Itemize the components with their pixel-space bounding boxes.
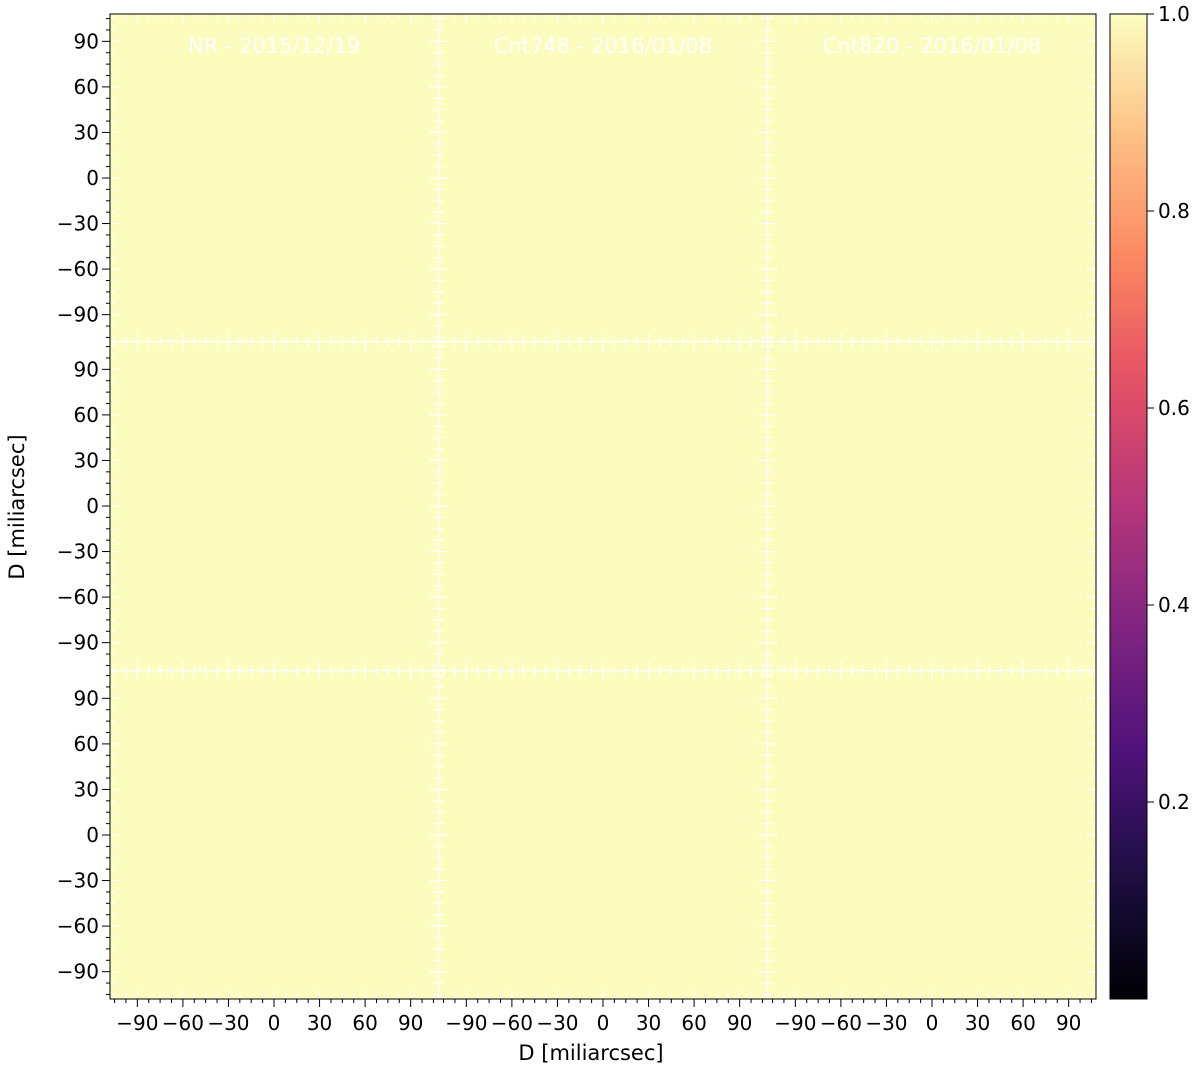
y-tick-label: 60 bbox=[74, 732, 99, 756]
y-tick-label: −60 bbox=[57, 257, 99, 281]
y-axis-label: D [miliarcsec] bbox=[5, 434, 29, 579]
x-tick-label: 0 bbox=[597, 1011, 610, 1035]
colorbar-tick-label: 1.0 bbox=[1158, 2, 1190, 26]
y-tick-label: 60 bbox=[74, 403, 99, 427]
x-tick-label: −90 bbox=[774, 1011, 816, 1035]
heatmap-panel bbox=[768, 342, 1096, 670]
x-tick-label: −90 bbox=[445, 1011, 487, 1035]
x-tick-label: 30 bbox=[307, 1011, 332, 1035]
x-axis: −90 −60 −30 0 30 60 90 bbox=[443, 999, 763, 1035]
x-tick-label: 60 bbox=[681, 1011, 706, 1035]
y-tick-label: −30 bbox=[57, 540, 99, 564]
colorbar-tick-label: 0.4 bbox=[1158, 593, 1190, 617]
y-tick-label: 60 bbox=[74, 75, 99, 99]
x-tick-label: 90 bbox=[398, 1011, 423, 1035]
y-axes: −90 −60 −30 0 30 60 90 −90 −60 −30 0 30 60 90 −90 −60 −3… bbox=[57, 18, 110, 995]
y-tick-label: −60 bbox=[57, 914, 99, 938]
heatmap-panel bbox=[768, 14, 1096, 342]
y-axis: −90 −60 −30 0 30 60 90 bbox=[57, 346, 110, 666]
y-axis: −90 −60 −30 0 30 60 90 bbox=[57, 18, 110, 338]
gaussian-component bbox=[552, 460, 645, 552]
gaussian-component bbox=[223, 117, 346, 239]
colorbar-tick-label: 0.2 bbox=[1158, 790, 1190, 814]
gaussian-component bbox=[543, 117, 666, 239]
y-tick-label: −90 bbox=[57, 303, 99, 327]
x-tick-label: 30 bbox=[636, 1011, 661, 1035]
y-tick-label: 30 bbox=[74, 448, 99, 472]
heatmap-panel bbox=[768, 671, 1096, 999]
heatmap-panel bbox=[439, 14, 767, 342]
x-tick-label: −60 bbox=[820, 1011, 862, 1035]
y-tick-label: 90 bbox=[74, 29, 99, 53]
heatmap-panel bbox=[110, 14, 438, 342]
column-title: NR - 2015/12/19 bbox=[188, 34, 360, 58]
x-tick-label: 0 bbox=[268, 1011, 281, 1035]
x-tick-label: −30 bbox=[536, 1011, 578, 1035]
column-titles: NR - 2015/12/19 Cnt748 - 2016/01/08 Cnt820… bbox=[188, 34, 1041, 58]
x-axis: −90 −60 −30 0 30 60 90 bbox=[772, 999, 1092, 1035]
heatmap-panel bbox=[110, 342, 438, 670]
column-title: Cnt820 - 2016/01/08 bbox=[823, 34, 1041, 58]
panel-grid bbox=[109, 13, 1097, 1000]
column-title: Cnt748 - 2016/01/08 bbox=[494, 34, 712, 58]
y-tick-label: −90 bbox=[57, 960, 99, 984]
gaussian-component bbox=[888, 464, 988, 563]
x-tick-label: 90 bbox=[727, 1011, 752, 1035]
colorbar-gradient bbox=[1109, 13, 1148, 1000]
x-tick-label: 30 bbox=[965, 1011, 990, 1035]
heatmap-panel bbox=[439, 342, 767, 670]
x-tick-label: 60 bbox=[1010, 1011, 1035, 1035]
y-tick-label: 0 bbox=[86, 823, 99, 847]
y-tick-label: 30 bbox=[74, 120, 99, 144]
x-axes: −90 −60 −30 0 30 60 90 −90 −60 −30 0 30 60 90 −90 −60 −3… bbox=[114, 999, 1092, 1035]
colorbar: 0.2 0.4 0.6 0.8 1.0 bbox=[1109, 2, 1190, 1000]
y-tick-label: 90 bbox=[74, 357, 99, 381]
colorbar-tick-label: 0.6 bbox=[1158, 396, 1190, 420]
heatmap-panel bbox=[439, 671, 767, 999]
x-tick-label: −30 bbox=[865, 1011, 907, 1035]
x-tick-label: 90 bbox=[1056, 1011, 1081, 1035]
y-tick-label: −30 bbox=[57, 212, 99, 236]
x-axis-label: D [miliarcsec] bbox=[518, 1041, 663, 1065]
x-tick-label: −30 bbox=[207, 1011, 249, 1035]
x-tick-label: −60 bbox=[491, 1011, 533, 1035]
x-tick-label: −60 bbox=[162, 1011, 204, 1035]
gaussian-component bbox=[584, 781, 661, 858]
x-axis: −90 −60 −30 0 30 60 90 bbox=[114, 999, 434, 1035]
heatmap-panel bbox=[110, 671, 438, 999]
colorbar-tick-label: 0.8 bbox=[1158, 199, 1190, 223]
gaussian-component bbox=[266, 783, 343, 860]
y-tick-label: −30 bbox=[57, 869, 99, 893]
y-tick-label: 90 bbox=[74, 686, 99, 710]
x-tick-label: −90 bbox=[116, 1011, 158, 1035]
x-tick-label: 60 bbox=[352, 1011, 377, 1035]
y-axis: −90 −60 −30 0 30 60 90 bbox=[57, 675, 110, 995]
y-tick-label: 0 bbox=[86, 166, 99, 190]
y-tick-label: 30 bbox=[74, 777, 99, 801]
gaussian-component bbox=[872, 787, 949, 864]
gaussian-component bbox=[233, 467, 325, 560]
gaussian-component bbox=[869, 116, 998, 246]
x-tick-label: 0 bbox=[926, 1011, 939, 1035]
y-tick-label: −60 bbox=[57, 585, 99, 609]
y-tick-label: 0 bbox=[86, 494, 99, 518]
y-tick-label: −90 bbox=[57, 631, 99, 655]
